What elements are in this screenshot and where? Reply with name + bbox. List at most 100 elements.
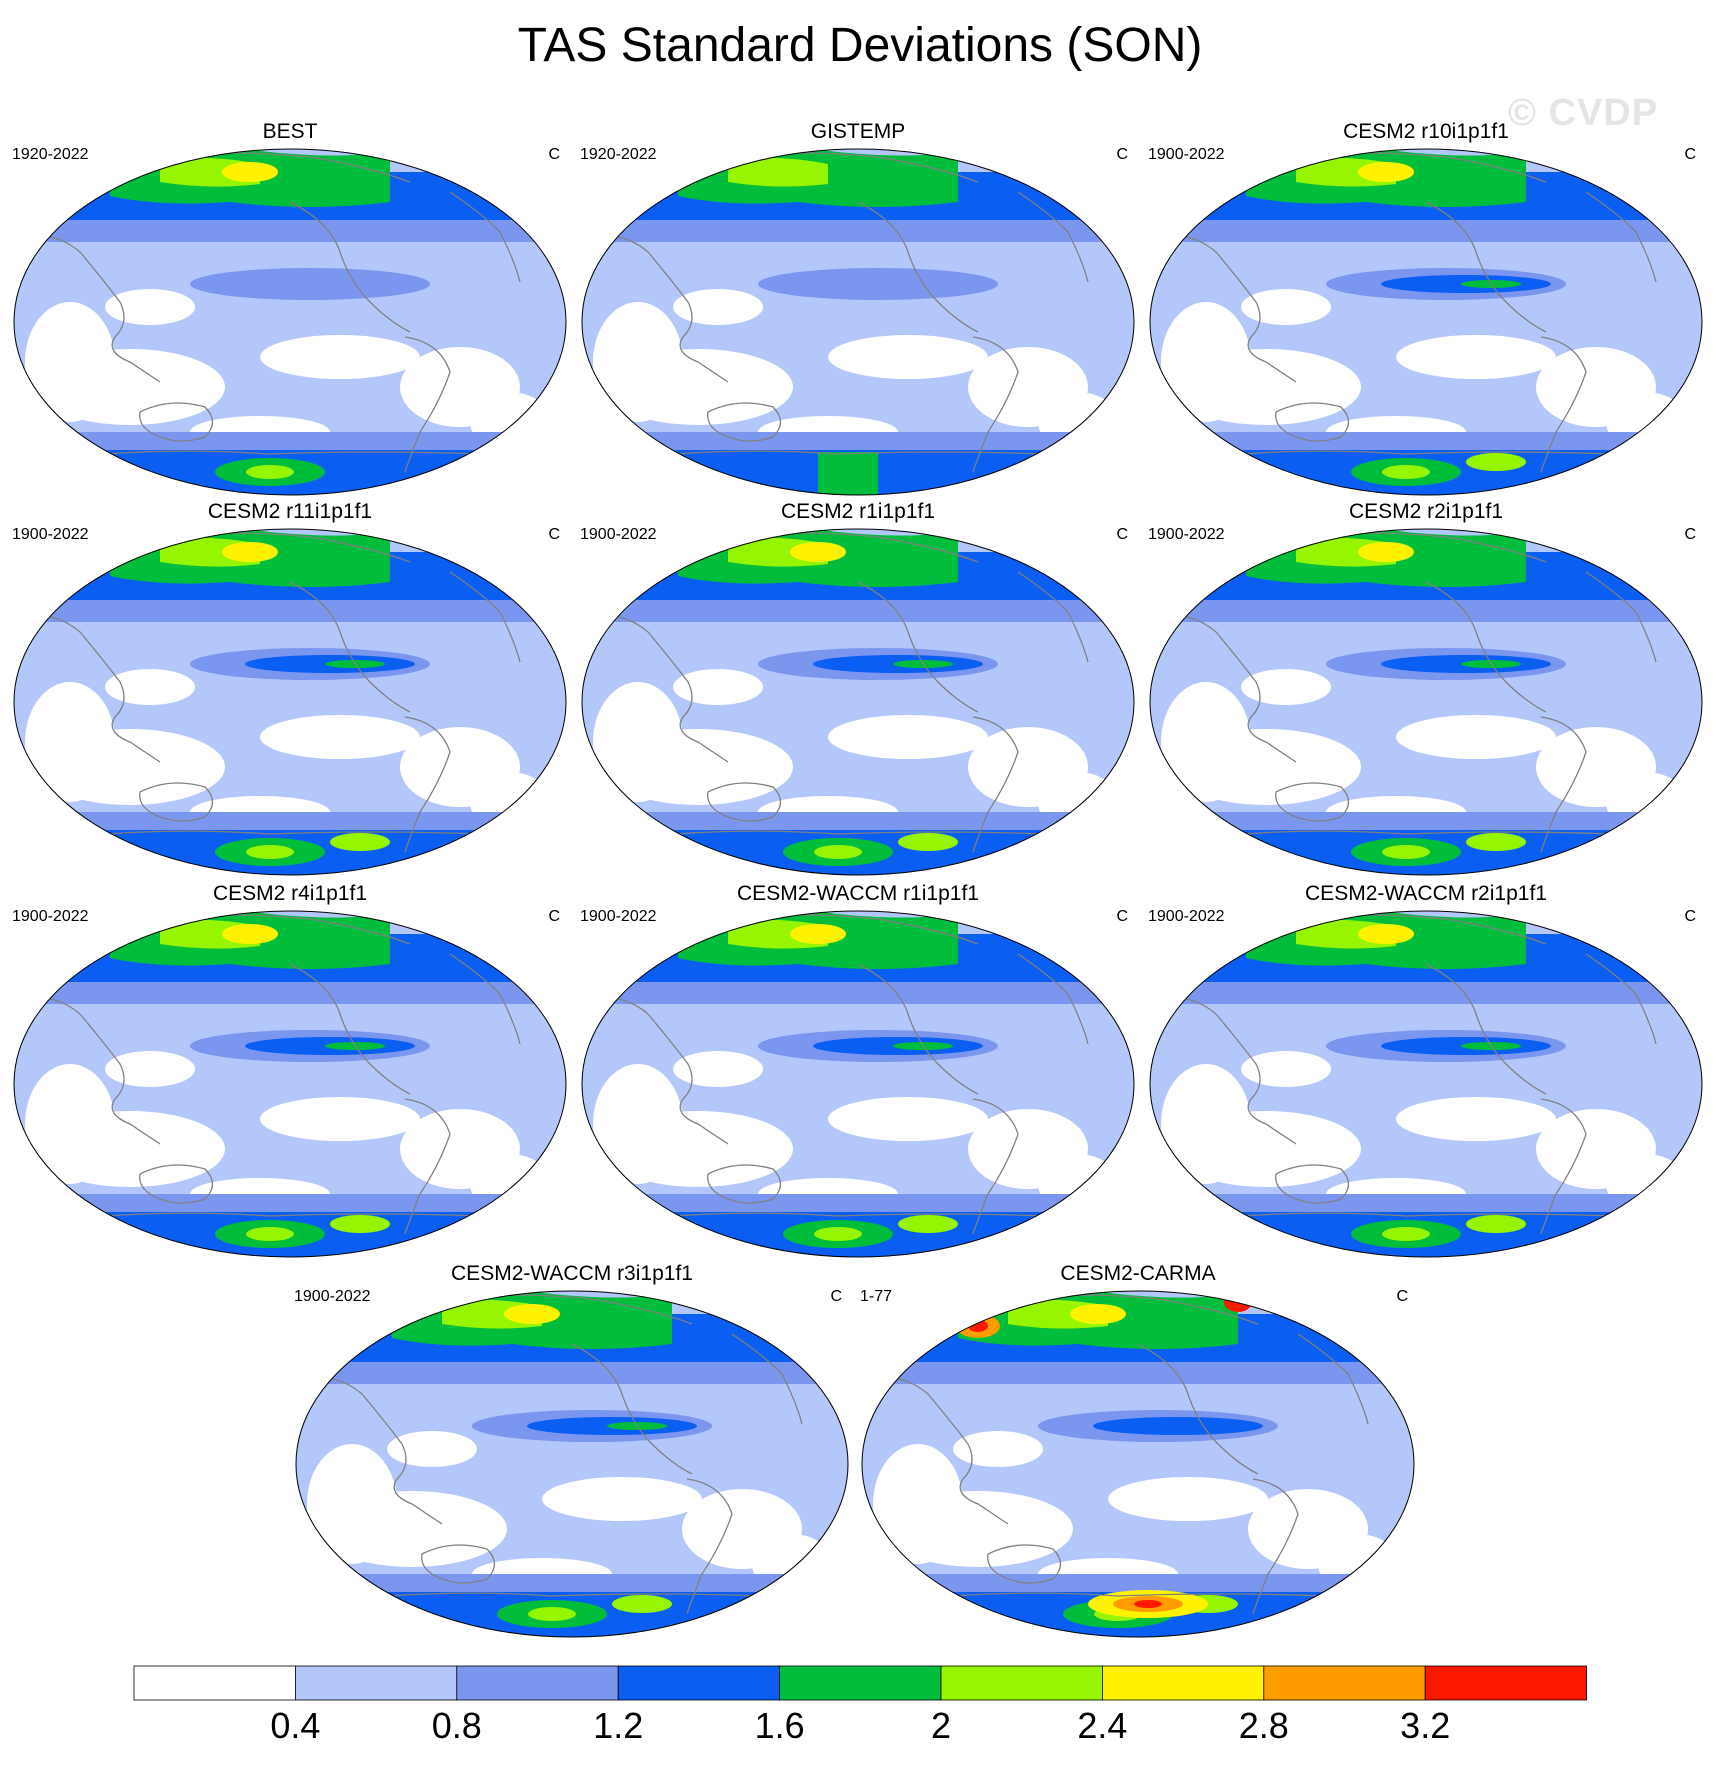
map-border xyxy=(581,910,1135,1258)
coastline xyxy=(587,235,729,383)
colorbar-tick-label: 0.8 xyxy=(432,1705,482,1746)
panel-units: C xyxy=(1116,146,1128,163)
map-border xyxy=(13,910,567,1258)
field-low xyxy=(593,302,683,422)
coastline xyxy=(1585,953,1657,1045)
colorbar-swatch xyxy=(294,1665,458,1701)
map-plot xyxy=(581,910,1135,1258)
coastline xyxy=(69,830,481,838)
coastline xyxy=(289,201,411,333)
colorbar-tick-label: 3.2 xyxy=(1400,1705,1450,1746)
coastline xyxy=(449,953,521,1045)
map-plot xyxy=(1149,910,1703,1258)
map-border xyxy=(1149,148,1703,496)
coastline xyxy=(404,716,451,853)
coastline xyxy=(19,615,161,763)
map-panel: CESM2-WACCM r2i1p1f1 1900-2022 C xyxy=(1146,882,1706,1262)
map-border xyxy=(13,148,567,496)
coastline xyxy=(637,450,1049,458)
field-low xyxy=(1161,302,1251,422)
coastline xyxy=(1017,571,1089,663)
panel-period: 1-77 xyxy=(860,1288,893,1305)
panel-units: C xyxy=(548,526,560,543)
panel-period: 1900-2022 xyxy=(1148,526,1225,543)
map-panel: CESM2 r10i1p1f1 1900-2022 C xyxy=(1146,120,1706,500)
coastline xyxy=(972,336,1019,473)
coastline xyxy=(707,782,782,822)
field-arctic-peak xyxy=(222,542,278,562)
map-plot xyxy=(295,1290,849,1638)
colorbar-swatch xyxy=(1102,1665,1265,1701)
coastline xyxy=(571,1343,693,1475)
panel-title: CESM2 r2i1p1f1 xyxy=(1348,500,1504,523)
panel-period: 1900-2022 xyxy=(1148,908,1225,925)
coastline xyxy=(69,450,481,458)
colorbar-swatch xyxy=(940,1665,1103,1701)
coastline xyxy=(1205,830,1617,838)
map-panel: CESM2 r4i1p1f1 1900-2022 C xyxy=(10,882,570,1262)
coastline xyxy=(867,1377,1009,1525)
colorbar-swatch xyxy=(1263,1665,1426,1701)
field-low xyxy=(673,1051,763,1087)
panel-title: CESM2 r1i1p1f1 xyxy=(780,500,936,523)
coastline xyxy=(19,997,161,1145)
coastline xyxy=(1540,716,1587,853)
panel-units: C xyxy=(1684,146,1696,163)
panel-title: CESM2-WACCM r2i1p1f1 xyxy=(1305,882,1547,905)
coastline xyxy=(1275,782,1350,822)
panel-period: 1900-2022 xyxy=(294,1288,371,1305)
field-low xyxy=(1241,669,1331,705)
map-panel: CESM2-WACCM r1i1p1f1 1900-2022 C xyxy=(578,882,1138,1262)
coastline xyxy=(1585,571,1657,663)
panel-period: 1900-2022 xyxy=(12,908,89,925)
field-low xyxy=(828,1097,988,1141)
coastline xyxy=(1205,450,1617,458)
map-panel: CESM2 r11i1p1f1 1900-2022 C xyxy=(10,500,570,880)
colorbar-tick-label: 2 xyxy=(931,1705,951,1746)
coastline xyxy=(686,1478,733,1615)
field-low xyxy=(673,669,763,705)
coastline xyxy=(972,1098,1019,1235)
field-low xyxy=(105,1051,195,1087)
panel-title: CESM2 r11i1p1f1 xyxy=(207,500,373,523)
coastline xyxy=(1137,1343,1259,1475)
coastline xyxy=(1540,336,1587,473)
panel-units: C xyxy=(1116,526,1128,543)
field-arctic-peak xyxy=(222,924,278,944)
panel-period: 1900-2022 xyxy=(580,526,657,543)
map-border xyxy=(1149,528,1703,876)
field-low xyxy=(542,1477,702,1521)
coastline xyxy=(637,830,1049,838)
map-border xyxy=(581,148,1135,496)
field-arctic-peak xyxy=(790,924,846,944)
coastline xyxy=(1425,963,1547,1095)
colorbar-swatch xyxy=(456,1665,619,1701)
field-enso xyxy=(758,268,998,300)
field-low xyxy=(307,1444,397,1564)
coastline xyxy=(19,235,161,383)
field-low xyxy=(593,1064,683,1184)
field-low xyxy=(1396,715,1556,759)
colorbar-swatch xyxy=(617,1665,781,1701)
field-low xyxy=(260,715,420,759)
coastline xyxy=(707,402,782,442)
coastline xyxy=(1155,235,1297,383)
colorbar-swatch xyxy=(1424,1665,1587,1701)
coastline xyxy=(139,782,214,822)
coastline xyxy=(351,1592,763,1600)
field-arctic-peak xyxy=(1358,542,1414,562)
coastline xyxy=(1017,191,1089,283)
field-low xyxy=(673,289,763,325)
panel-period: 1900-2022 xyxy=(580,908,657,925)
field-low xyxy=(1396,335,1556,379)
panel-units: C xyxy=(1684,526,1696,543)
coastline xyxy=(1297,1333,1369,1425)
coastline xyxy=(1155,997,1297,1145)
coastline xyxy=(731,1333,803,1425)
figure-title: TAS Standard Deviations (SON) xyxy=(517,19,1203,72)
coastline xyxy=(301,1377,443,1525)
colorbar-swatch xyxy=(133,1665,296,1701)
coastline xyxy=(449,191,521,283)
coastline xyxy=(707,1164,782,1204)
coastline xyxy=(449,571,521,663)
